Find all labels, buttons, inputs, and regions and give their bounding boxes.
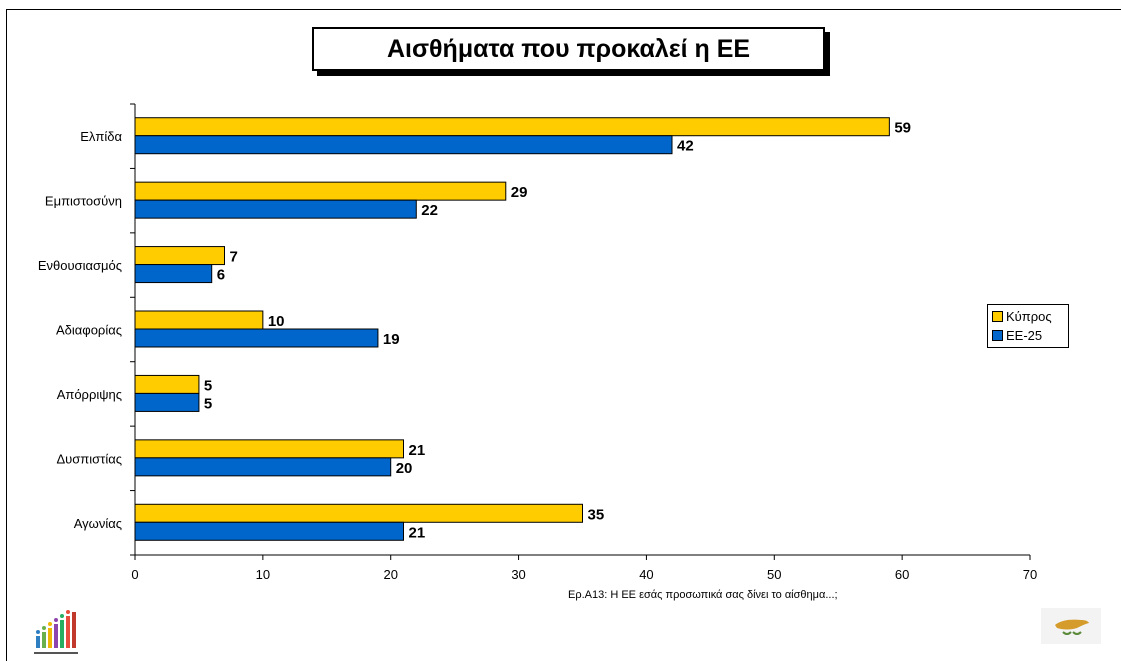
data-label: 20: [396, 460, 413, 477]
x-tick-label: 30: [511, 567, 525, 582]
bar-cyprus: [134, 503, 583, 523]
data-label: 5: [204, 395, 212, 412]
bar-cyprus: [134, 117, 890, 137]
bar-eu25: [134, 521, 404, 541]
data-label: 10: [268, 313, 285, 330]
x-tick-label: 50: [767, 567, 781, 582]
legend-label-eu25: ΕΕ-25: [1006, 328, 1043, 343]
bar-cyprus: [134, 181, 507, 201]
data-label: 19: [383, 331, 400, 348]
bar-cyprus: [134, 374, 200, 394]
cyprus-flag-icon: [1041, 608, 1101, 644]
labels: 0 10 20 30 40 50 60 70 Ελπίδα 59 42 Εμπιστοσύνη 29 22…: [38, 120, 1037, 582]
data-label: 21: [409, 524, 426, 541]
x-tick-label: 70: [1023, 567, 1037, 582]
x-tick-label: 10: [256, 567, 270, 582]
x-tick-label: 20: [383, 567, 397, 582]
bar-eu25: [134, 392, 200, 412]
legend-label-cyprus: Κύπρος: [1006, 309, 1052, 324]
bars: [134, 117, 890, 541]
x-tick-label: 60: [895, 567, 909, 582]
legend: Κύπρος ΕΕ-25: [987, 304, 1069, 348]
footnote: Ερ.Α13: Η ΕΕ εσάς προσωπικά σας δίνει το…: [568, 589, 838, 601]
chart-title: Αισθήματα που προκαλεί η ΕΕ: [312, 27, 825, 71]
data-label: 59: [894, 120, 911, 137]
data-label: 21: [409, 442, 426, 459]
bar-eu25: [134, 135, 673, 155]
bar-cyprus: [134, 310, 264, 330]
category-label: Δυσπιστίας: [56, 451, 122, 466]
legend-swatch-eu25: [992, 330, 1003, 341]
x-tick-label: 0: [131, 567, 138, 582]
bar-eu25: [134, 199, 417, 219]
category-label: Εμπιστοσύνη: [45, 194, 122, 209]
data-label: 35: [588, 506, 605, 523]
category-label: Αδιαφορίας: [56, 323, 122, 338]
data-label: 42: [677, 138, 694, 155]
legend-swatch-cyprus: [992, 311, 1003, 322]
data-label: 5: [204, 377, 212, 394]
legend-item-cyprus: Κύπρος: [992, 307, 1068, 326]
category-label: Απόρριψης: [57, 387, 122, 402]
category-label: Αγωνίας: [74, 516, 122, 531]
data-label: 22: [421, 202, 438, 219]
data-label: 29: [511, 184, 528, 201]
bar-cyprus: [134, 439, 404, 459]
data-label: 7: [230, 249, 238, 266]
bar-eu25: [134, 264, 213, 284]
bar-eu25: [134, 328, 379, 348]
chart-frame: [6, 9, 1121, 661]
data-label: 6: [217, 267, 225, 284]
bar-eu25: [134, 457, 392, 477]
eurobarometer-logo-icon: [34, 610, 78, 654]
category-label: Ελπίδα: [80, 129, 122, 144]
x-tick-label: 40: [639, 567, 653, 582]
bar-cyprus: [134, 246, 225, 266]
category-label: Ενθουσιασμός: [38, 258, 122, 273]
legend-item-eu25: ΕΕ-25: [992, 326, 1068, 345]
